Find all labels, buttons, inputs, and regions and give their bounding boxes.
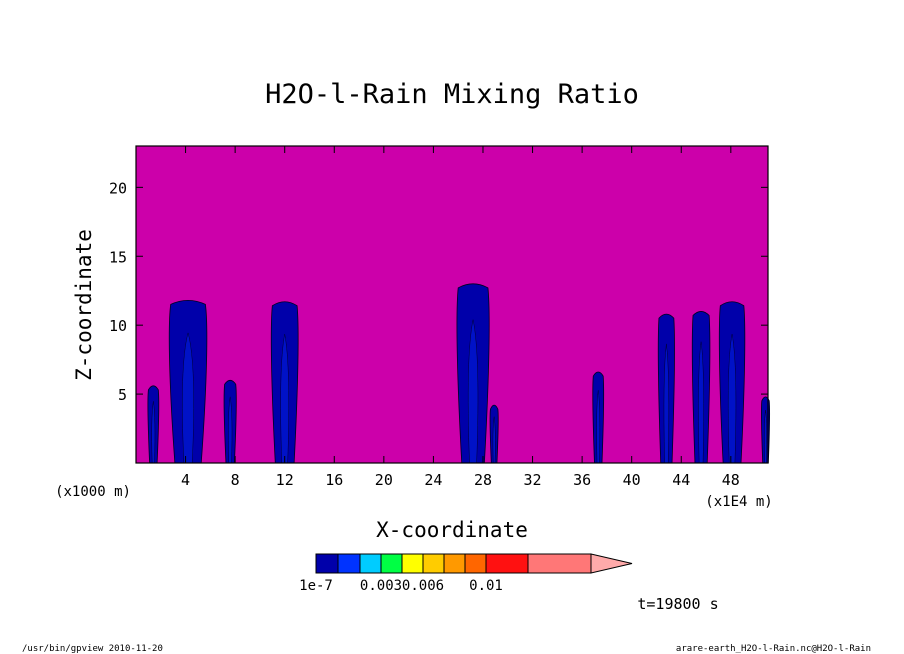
colorbar-swatch: [359, 553, 382, 574]
rain-cell-core: [228, 396, 233, 464]
colorbar-swatch: [315, 553, 339, 574]
x-axis-label: X-coordinate: [376, 518, 528, 542]
colorbar-swatch: [337, 553, 361, 574]
colorbar-label: 0.006: [402, 578, 444, 594]
y-axis-label: Z-coordinate: [72, 229, 96, 381]
x-tick-label: 20: [375, 471, 393, 489]
rain-cell-core: [764, 410, 767, 464]
x-tick-label: 44: [672, 471, 690, 489]
chart-title: H2O-l-Rain Mixing Ratio: [265, 79, 639, 110]
rain-cell-core: [727, 333, 737, 464]
x-tick-label: 28: [474, 471, 492, 489]
y-tick-label: 20: [109, 179, 127, 197]
colorbar-arrow: [590, 553, 633, 574]
colorbar-label: 0.003: [360, 578, 402, 594]
y-tick-label: 10: [109, 317, 127, 335]
x-tick-label: 36: [573, 471, 591, 489]
rain-cell-core: [596, 390, 601, 464]
time-annotation: t=19800 s: [637, 595, 718, 613]
rain-cell-core: [492, 416, 496, 464]
colorbar-swatch: [464, 553, 487, 574]
colorbar-swatch: [401, 553, 424, 574]
colorbar-swatch: [443, 553, 466, 574]
rain-cell-core: [182, 331, 195, 464]
colorbar-swatch: [527, 553, 592, 574]
rain-cell: [657, 313, 675, 464]
x-tick-label: 12: [276, 471, 294, 489]
colorbar-label: 0.01: [469, 578, 503, 594]
rain-cell-core: [698, 341, 704, 464]
rain-cell: [592, 371, 604, 464]
rain-cell: [147, 385, 160, 464]
rain-cell: [270, 301, 299, 464]
x-unit-left: (x1000 m): [55, 484, 131, 500]
x-tick-label: 24: [424, 471, 442, 489]
x-tick-label: 40: [623, 471, 641, 489]
x-tick-label: 4: [181, 471, 190, 489]
rain-cell: [489, 404, 499, 464]
rain-cell: [168, 299, 208, 464]
plot-frame: [135, 145, 769, 464]
x-tick-label: 32: [524, 471, 542, 489]
y-tick-label: 5: [118, 386, 127, 404]
x-tick-label: 8: [231, 471, 240, 489]
colorbar-swatch: [485, 553, 529, 574]
x-tick-label: 16: [325, 471, 343, 489]
rain-cells: [147, 283, 770, 464]
colorbar-swatch: [380, 553, 403, 574]
rain-cell-core: [151, 401, 156, 464]
colorbar: 1e-7 0.003 0.006 0.01: [299, 553, 633, 594]
x-tick-label: 48: [722, 471, 740, 489]
x-unit-right: (x1E4 m): [705, 494, 772, 510]
rain-cell: [456, 283, 490, 464]
footer-left: /usr/bin/gpview 2010-11-20: [22, 644, 163, 654]
rain-cell-core: [663, 343, 670, 464]
rain-cell: [718, 301, 746, 464]
rain-cell-core: [467, 319, 479, 464]
rain-cell: [223, 379, 237, 464]
colorbar-label: 1e-7: [299, 578, 333, 594]
colorbar-swatch: [422, 553, 445, 574]
rain-cell-core: [280, 333, 290, 464]
y-tick-label: 15: [109, 248, 127, 266]
rain-cell: [691, 310, 711, 464]
footer-right: arare-earth_H2O-l-Rain.nc@H2O-l-Rain: [676, 644, 871, 654]
